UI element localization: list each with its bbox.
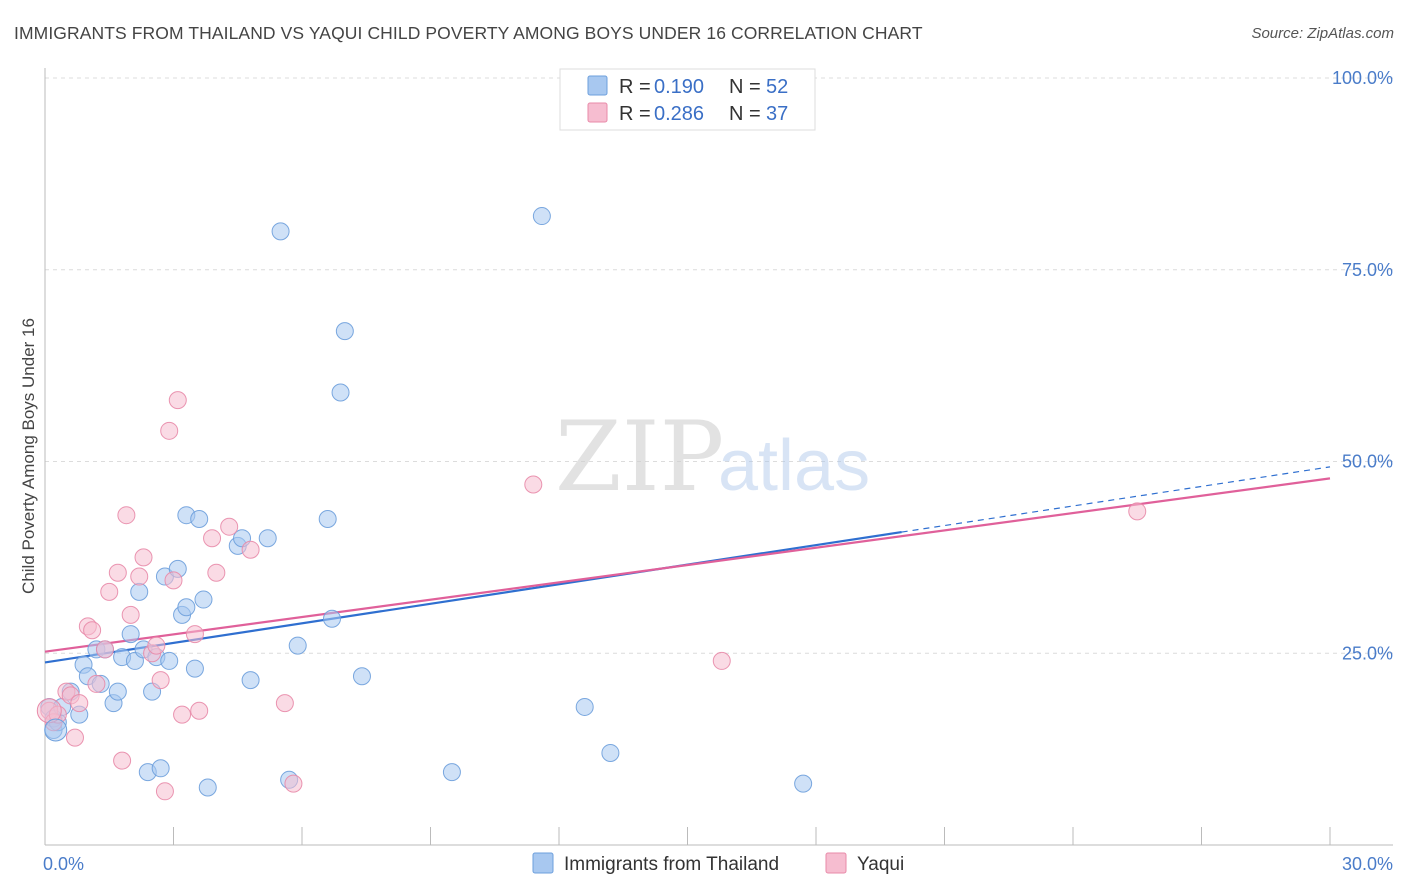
x-tick-label-0: 0.0%: [43, 854, 84, 874]
point-thailand-48: [601, 743, 620, 762]
point-thailand-49: [794, 774, 813, 793]
legend-r-label-yaqui: R =: [619, 103, 651, 125]
point-yaqui-16: [130, 567, 149, 586]
point-yaqui-14: [117, 506, 136, 525]
point-yaqui-10: [95, 640, 114, 659]
watermark-zip: ZIP: [555, 401, 724, 513]
point-yaqui-26: [185, 625, 204, 644]
point-thailand-29: [185, 659, 204, 678]
point-thailand-31: [194, 590, 213, 609]
point-thailand-41: [322, 609, 341, 628]
point-thailand-47: [575, 697, 594, 716]
legend-swatch-thailand: [587, 75, 608, 96]
x-tick-label-1: 30.0%: [1342, 854, 1393, 874]
bottom-legend-label-yaqui: Yaqui: [857, 854, 904, 875]
point-thailand-44: [352, 667, 371, 686]
point-yaqui-13: [113, 751, 132, 770]
point-yaqui-32: [275, 694, 294, 713]
point-thailand-43: [335, 322, 354, 341]
point-thailand-36: [258, 529, 277, 548]
point-thailand-13: [108, 682, 127, 701]
point-thailand-32: [198, 778, 217, 797]
point-yaqui-34: [524, 475, 543, 494]
watermark: ZIP atlas: [555, 401, 870, 513]
legend-n-label-yaqui: N =: [729, 103, 761, 125]
trend-lines: [44, 466, 1331, 664]
point-yaqui-19: [147, 636, 166, 655]
point-thailand-22: [151, 759, 170, 778]
point-yaqui-33: [284, 774, 303, 793]
gridlines: [45, 77, 1393, 654]
point-yaqui-15: [121, 605, 140, 624]
point-yaqui-17: [134, 548, 153, 567]
y-tick-label-75: 75.0%: [1342, 260, 1393, 280]
bottom-legend-swatch-thailand: [532, 852, 554, 874]
point-yaqui-28: [203, 529, 222, 548]
legend-swatch-yaqui: [587, 102, 608, 123]
point-thailand-24: [160, 651, 179, 670]
point-thailand-17: [130, 582, 149, 601]
point-yaqui-21: [155, 782, 174, 801]
point-yaqui-20: [151, 671, 170, 690]
bottom-legend-swatch-yaqui: [825, 852, 847, 874]
point-yaqui-6: [70, 694, 89, 713]
point-yaqui-24: [168, 391, 187, 410]
trend-thailand-extrapolated: [901, 466, 1331, 533]
legend-n-label-thailand: N =: [729, 76, 761, 98]
point-yaqui-23: [164, 571, 183, 590]
legend-n-value-thailand: 52: [766, 76, 788, 98]
chart-title: IMMIGRANTS FROM THAILAND VS YAQUI CHILD …: [14, 23, 923, 43]
legend-r-value-thailand: 0.190: [654, 76, 704, 98]
legend-r-value-yaqui: 0.286: [654, 103, 704, 125]
point-thailand-37: [271, 222, 290, 241]
y-tick-label-50: 50.0%: [1342, 452, 1393, 472]
point-yaqui-25: [173, 705, 192, 724]
bottom-legend-label-thailand: Immigrants from Thailand: [564, 854, 779, 875]
point-yaqui-29: [207, 563, 226, 582]
point-thailand-cluster: [44, 718, 68, 742]
point-thailand-27: [177, 598, 196, 617]
source-label: Source: ZipAtlas.com: [1251, 25, 1394, 42]
point-yaqui-30: [220, 517, 239, 536]
data-points: [36, 207, 1147, 801]
bottom-legend: Immigrants from Thailand Yaqui: [532, 852, 904, 875]
point-yaqui-12: [108, 563, 127, 582]
point-thailand-42: [331, 383, 350, 402]
point-yaqui-36: [1128, 502, 1147, 521]
point-thailand-40: [318, 510, 337, 529]
y-axis-label: Child Poverty Among Boys Under 16: [19, 318, 38, 594]
point-thailand-35: [241, 671, 260, 690]
point-thailand-15: [121, 625, 140, 644]
tick-labels: 25.0% 50.0% 75.0% 100.0% 0.0% 30.0%: [43, 68, 1393, 874]
point-yaqui-8: [83, 621, 102, 640]
point-thailand-39: [288, 636, 307, 655]
point-thailand-46: [532, 207, 551, 226]
point-yaqui-11: [100, 582, 119, 601]
point-yaqui-35: [712, 651, 731, 670]
point-yaqui-27: [190, 701, 209, 720]
point-thailand-45: [442, 763, 461, 782]
watermark-atlas: atlas: [718, 426, 870, 506]
legend-r-label-thailand: R =: [619, 76, 651, 98]
point-yaqui-31: [241, 540, 260, 559]
point-thailand-30: [190, 510, 209, 529]
legend-n-value-yaqui: 37: [766, 103, 788, 125]
y-tick-label-25: 25.0%: [1342, 643, 1393, 663]
point-yaqui-5: [65, 728, 84, 747]
trend-thailand: [44, 530, 902, 664]
trend-yaqui: [44, 477, 1331, 653]
legend: R = 0.190 N = 52 R = 0.286 N = 37: [559, 68, 816, 131]
point-yaqui-22: [160, 421, 179, 440]
y-tick-label-100: 100.0%: [1332, 68, 1393, 88]
point-yaqui-9: [87, 674, 106, 693]
